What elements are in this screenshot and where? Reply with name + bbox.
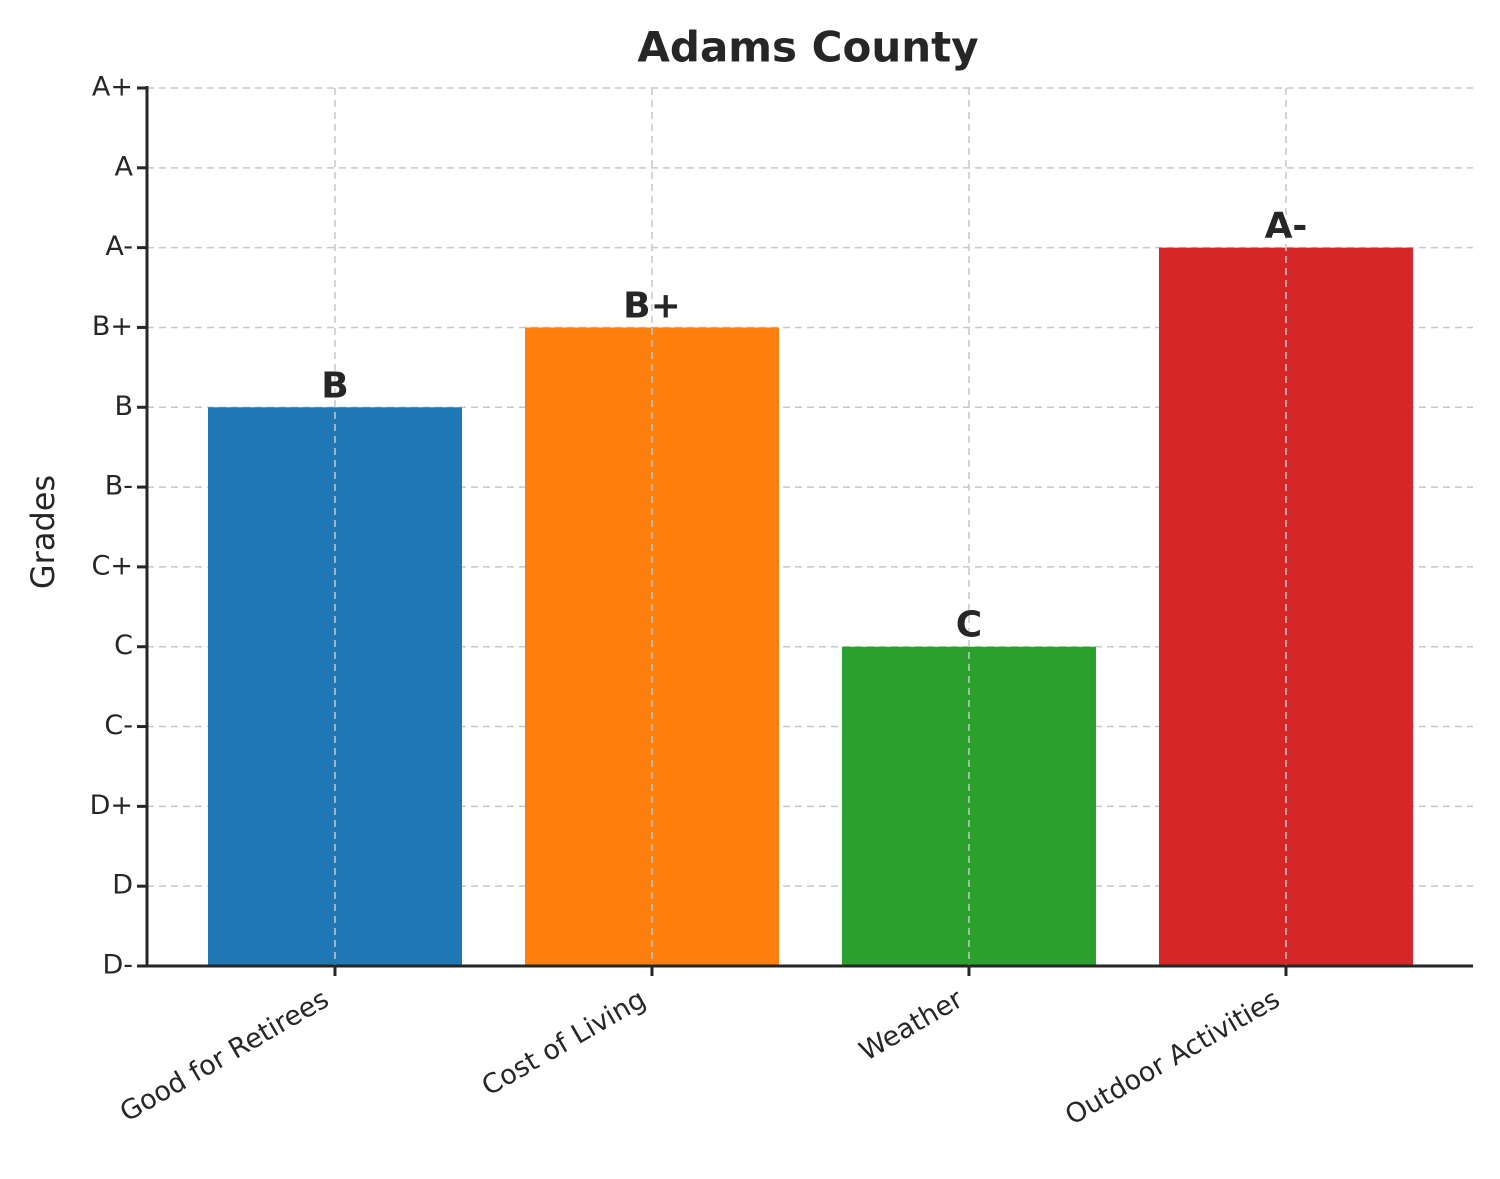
value-label: B bbox=[321, 365, 348, 406]
x-tick-label: Good for Retirees bbox=[115, 984, 334, 1129]
y-tick-label: D+ bbox=[90, 790, 133, 821]
y-tick-label: D- bbox=[102, 950, 133, 981]
value-label: B+ bbox=[623, 285, 681, 326]
y-tick-label: B- bbox=[105, 471, 133, 502]
y-tick-label: A bbox=[115, 151, 134, 182]
y-tick-label: A- bbox=[105, 231, 133, 262]
y-tick-label: C+ bbox=[92, 550, 133, 581]
y-tick-label: C- bbox=[104, 710, 133, 741]
y-tick-label: A+ bbox=[92, 72, 133, 103]
x-tick-label: Outdoor Activities bbox=[1060, 984, 1285, 1132]
x-tick-label: Weather bbox=[854, 983, 969, 1067]
value-label: C bbox=[956, 605, 982, 646]
value-label: A- bbox=[1265, 206, 1308, 247]
y-tick-label: B bbox=[114, 391, 133, 422]
y-axis-label: Grades bbox=[24, 475, 62, 589]
chart-title: Adams County bbox=[637, 23, 978, 72]
y-tick-label: B+ bbox=[92, 311, 133, 342]
bar bbox=[841, 646, 1096, 966]
x-tick-label: Cost of Living bbox=[477, 984, 651, 1103]
y-tick-label: D bbox=[112, 870, 133, 901]
y-tick-label: C bbox=[114, 630, 133, 661]
